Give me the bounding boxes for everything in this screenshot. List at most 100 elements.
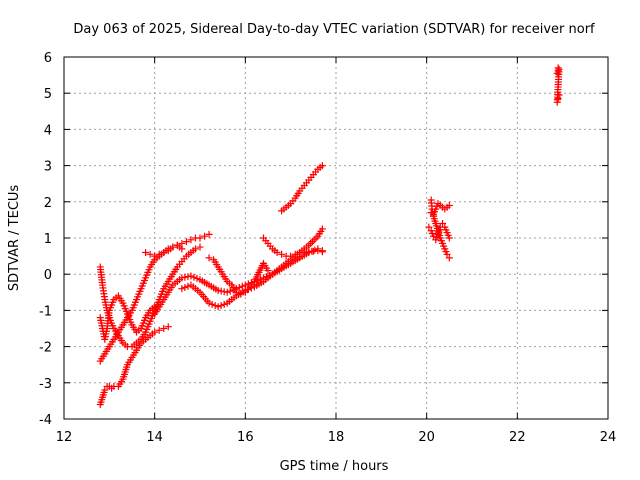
- x-tick-label: 14: [146, 430, 163, 445]
- data-point: [318, 225, 326, 233]
- data-point: [155, 250, 163, 258]
- y-tick-label: 2: [44, 196, 52, 211]
- data-point: [178, 285, 186, 293]
- data-point: [429, 232, 437, 240]
- data-point: [191, 245, 199, 253]
- data-point: [169, 243, 177, 251]
- y-tick-label: 3: [44, 160, 52, 175]
- series-arc-5: [142, 230, 213, 260]
- data-point: [101, 386, 109, 394]
- data-point: [160, 325, 168, 332]
- data-point: [205, 230, 213, 238]
- series-arc-14: [553, 64, 563, 106]
- data-point: [553, 98, 561, 106]
- data-point: [264, 267, 272, 275]
- data-point: [291, 250, 299, 258]
- data-point: [247, 284, 255, 292]
- x-tick-label: 18: [328, 430, 345, 445]
- grid-lines: [64, 57, 608, 419]
- data-point: [300, 248, 308, 256]
- data-point: [226, 287, 234, 295]
- x-axis-label: GPS time / hours: [280, 459, 389, 474]
- data-point: [311, 246, 319, 254]
- series-arc-4: [96, 292, 159, 343]
- data-point: [184, 273, 192, 281]
- data-point: [181, 273, 189, 281]
- data-point: [187, 272, 195, 280]
- data-point: [151, 252, 159, 260]
- data-point: [187, 236, 195, 244]
- data-point: [190, 273, 198, 281]
- data-point: [214, 286, 222, 294]
- data-point: [184, 282, 192, 290]
- data-point: [151, 328, 159, 336]
- data-point: [307, 239, 315, 247]
- series-arc-9: [259, 234, 326, 260]
- data-point: [196, 234, 204, 242]
- data-point: [182, 238, 190, 246]
- y-tick-label: -2: [39, 341, 52, 356]
- data-point: [443, 250, 451, 258]
- data-point: [310, 236, 318, 244]
- series-arc-13: [427, 200, 453, 218]
- data-point: [445, 234, 453, 242]
- data-point: [312, 234, 320, 242]
- data-point: [235, 283, 243, 291]
- data-point: [181, 283, 189, 291]
- data-point: [554, 95, 562, 103]
- data-point: [309, 247, 317, 255]
- data-point: [237, 290, 245, 298]
- data-point: [445, 254, 453, 262]
- chart-title: Day 063 of 2025, Sidereal Day-to-day VTE…: [73, 22, 595, 37]
- data-point: [142, 248, 150, 256]
- data-point: [178, 239, 186, 247]
- data-point: [164, 245, 172, 253]
- data-point: [308, 238, 316, 246]
- data-point: [178, 274, 186, 282]
- data-point: [439, 220, 447, 228]
- data-point: [314, 247, 322, 255]
- data-point: [220, 288, 228, 296]
- data-point: [201, 232, 209, 240]
- y-tick-label: -4: [39, 413, 52, 428]
- x-tick-label: 12: [56, 430, 73, 445]
- data-point: [217, 302, 225, 310]
- series-arc-8: [205, 254, 272, 298]
- y-tick-label: 6: [44, 51, 52, 66]
- data-point: [238, 282, 246, 290]
- y-tick-label: 5: [44, 87, 52, 102]
- y-tick-label: -3: [39, 377, 52, 392]
- data-point: [196, 243, 204, 251]
- y-tick-label: 4: [44, 123, 52, 138]
- series-arc-2: [96, 243, 204, 351]
- data-point: [155, 326, 163, 334]
- data-point: [173, 241, 181, 249]
- y-axis-label: SDTVAR / TECUs: [7, 185, 22, 292]
- data-point: [554, 64, 562, 72]
- data-point: [208, 300, 216, 308]
- x-tick-label: 16: [237, 430, 254, 445]
- series-arc-1: [96, 323, 172, 409]
- series-arc-7: [178, 225, 326, 311]
- data-marks: [96, 64, 563, 409]
- data-point: [146, 250, 154, 258]
- x-tick-label: 24: [600, 430, 617, 445]
- data-point: [318, 162, 326, 170]
- data-point: [232, 288, 240, 296]
- data-point: [223, 288, 231, 296]
- data-point: [445, 201, 453, 209]
- y-tick-label: -1: [39, 304, 52, 319]
- data-point: [425, 223, 433, 231]
- x-tick-label: 20: [418, 430, 435, 445]
- y-tick-label: 1: [44, 232, 52, 247]
- data-point: [273, 248, 281, 256]
- data-point: [193, 274, 201, 282]
- data-point: [278, 250, 286, 258]
- data-point: [205, 299, 213, 307]
- data-point: [555, 91, 563, 99]
- data-point: [205, 254, 213, 262]
- data-point: [287, 252, 295, 260]
- y-tick-label: 0: [44, 268, 52, 283]
